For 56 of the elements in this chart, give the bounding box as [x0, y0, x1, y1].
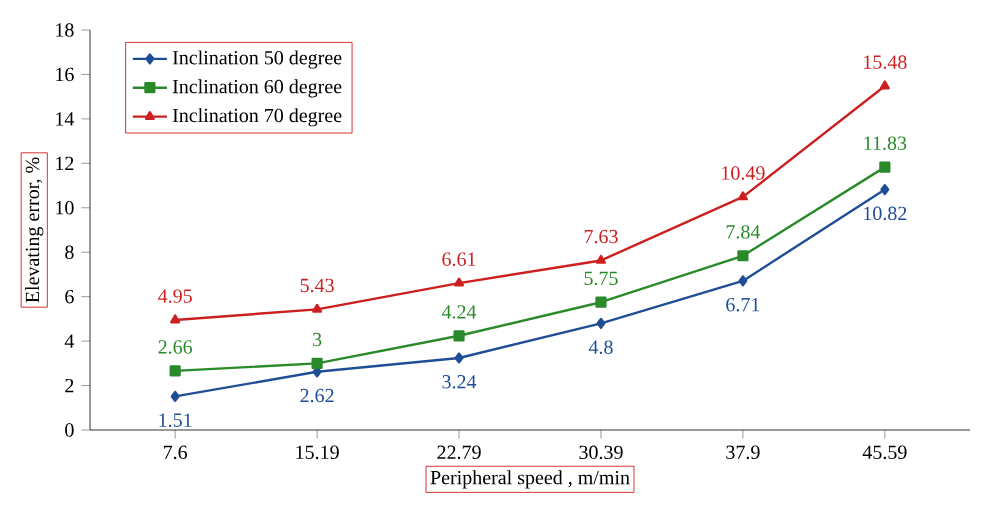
data-label: 7.84 [726, 225, 761, 239]
data-label: 4.24 [441, 305, 477, 319]
y-tick-label: 16 [56, 67, 74, 82]
point [595, 296, 607, 308]
data-label: 11.83 [864, 136, 907, 151]
point [170, 314, 181, 324]
data-label: 6.71 [726, 297, 760, 312]
data-label: 4.95 [158, 289, 192, 303]
data-label: 5.75 [584, 271, 618, 286]
point [454, 352, 464, 364]
data-label: 3 [313, 332, 322, 347]
y-axis-title: Elevating error, % [25, 157, 44, 303]
x-axis-title: Peripheral speed , m/min [430, 470, 630, 489]
point [596, 317, 606, 329]
data-label: 15.48 [864, 55, 907, 69]
point [879, 80, 890, 90]
y-tick-label: 4 [64, 334, 75, 348]
data-label: 3.24 [442, 375, 477, 389]
y-tick-label: 14 [56, 112, 75, 126]
data-label: 5.43 [300, 278, 334, 293]
x-tick-label: 45.59 [862, 445, 907, 460]
point [880, 183, 890, 196]
point [453, 330, 465, 342]
point [454, 277, 465, 287]
point [312, 303, 323, 313]
x-tick-label: 15.19 [296, 445, 339, 460]
x-tick-label: 22.79 [437, 445, 481, 460]
data-label: 6.61 [442, 252, 476, 267]
point [595, 254, 606, 264]
point [737, 191, 748, 201]
point [170, 390, 180, 403]
point [737, 250, 749, 262]
y-tick-label: 10 [56, 201, 74, 215]
point [311, 357, 323, 369]
y-tick-label: 8 [65, 245, 74, 259]
point [879, 161, 891, 173]
x-tick-label: 30.39 [579, 445, 623, 460]
data-label: 2.66 [158, 340, 193, 354]
y-tick-label: 6 [65, 289, 74, 304]
x-tick-label: 37.9 [726, 445, 760, 460]
data-label: 4.8 [588, 340, 613, 354]
y-tick-label: 2 [65, 378, 74, 393]
y-tick-label: 12 [56, 156, 74, 170]
data-label: 7.63 [584, 229, 618, 244]
x-tick-label: 7.6 [163, 445, 188, 460]
point [169, 365, 181, 377]
data-label: 2.62 [300, 388, 334, 403]
point [738, 275, 748, 287]
legend-label: Inclination 70 degree [172, 108, 342, 127]
legend-label: Inclination 60 degree [172, 79, 342, 98]
y-tick-label: 18 [56, 23, 74, 37]
legend-label: Inclination 50 degree [172, 50, 342, 69]
data-label: 10.82 [864, 206, 907, 221]
data-label: 10.49 [722, 166, 765, 180]
data-label: 1.51 [159, 413, 192, 427]
y-tick-label: 0 [65, 423, 74, 437]
